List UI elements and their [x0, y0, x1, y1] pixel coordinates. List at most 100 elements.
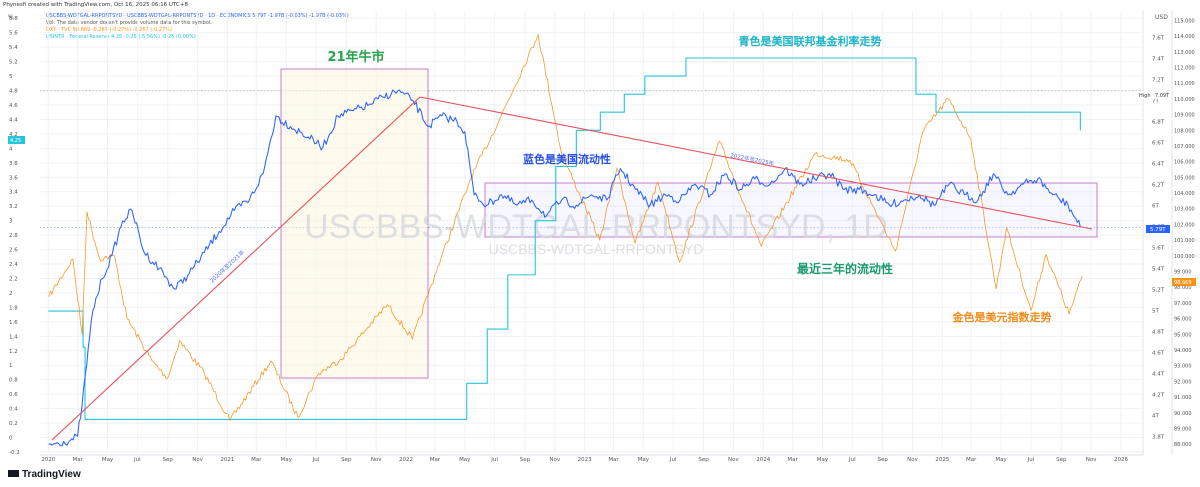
tradingview-logo-icon: [8, 470, 19, 477]
left-tick-label: 5.2: [9, 60, 18, 66]
liquidity-tick-label: 4T: [1152, 413, 1159, 419]
dxy-tick-label: 108.000: [1174, 128, 1195, 134]
x-tick-label: May: [459, 457, 471, 463]
x-tick-label: Jul: [1027, 457, 1035, 463]
x-tick-label: Sep: [341, 457, 352, 463]
trendline-down: [419, 96, 1093, 230]
legend-fed-rate[interactable]: USINTR · Federal Reserve 4.25 -0.25 (-5.…: [46, 34, 196, 40]
x-tick-label: 2021: [220, 457, 234, 463]
trendline-up: [51, 96, 421, 441]
left-tick-label: 2.2: [9, 276, 18, 282]
x-tick-label: Jul: [848, 457, 856, 463]
left-tick-label: 3.6: [9, 175, 18, 181]
high-tag-label: High: [1139, 93, 1151, 99]
rate-last-box: [8, 136, 25, 144]
x-axis-ticks: 2020 Mar May Jul Sep Nov 2021 Mar May Jul Sep Nov 20…: [41, 457, 1128, 463]
left-tick-label: 1.2: [9, 349, 18, 355]
dxy-tick-label: 89.000: [1174, 426, 1192, 432]
dxy-label: 金色是美元指数走势: [952, 310, 1052, 324]
fed-rate-label: 青色是美国联邦基金利率走势: [739, 34, 882, 48]
liquidity-tick-label: 7.6T: [1152, 35, 1165, 41]
watermark-sub: USCBBS-WDTGAL-RRPONTSYD: [489, 241, 704, 257]
left-tick-label: 4.2: [9, 132, 18, 138]
dxy-tick-label: 99.000: [1174, 270, 1192, 276]
liquidity-tick-label: 6.4T: [1152, 161, 1165, 167]
left-tick-label: 0.8: [9, 378, 18, 384]
liquidity-tick-label: 4.6T: [1152, 350, 1165, 356]
left-tick-label: 3.8: [9, 161, 18, 167]
legend-dxy[interactable]: DXY · TVC 98.669 -0.267 (-0.27%) -0.267 …: [46, 27, 172, 33]
left-tick-label: 1.6: [9, 320, 18, 326]
left-tick-label: 5: [9, 74, 13, 80]
liquidity-tick-label: 6.2T: [1152, 182, 1165, 188]
grid-lines: [40, 11, 1143, 453]
dxy-tick-label: 91.000: [1174, 395, 1192, 401]
x-tick-label: May: [638, 457, 650, 463]
dxy-tick-label: 101.000: [1174, 238, 1195, 244]
left-tick-label: 4: [9, 146, 13, 152]
x-tick-label: May: [280, 457, 292, 463]
series-layer: [48, 34, 1083, 447]
dxy-tick-label: 96.000: [1174, 317, 1192, 323]
dxy-tick-label: 100.000: [1174, 254, 1195, 260]
dxy-tick-label: 114.000: [1174, 34, 1195, 40]
left-tick-label: 1: [9, 363, 13, 369]
liquidity-tick-label: 5T: [1152, 308, 1159, 314]
left-unit: %: [8, 14, 14, 21]
liquidity-tick-label: 5.6T: [1152, 245, 1165, 251]
left-tick-label: 2.8: [9, 233, 18, 239]
dxy-tick-label: 110.000: [1174, 97, 1195, 103]
dxy-tick-label: 102.000: [1174, 222, 1195, 228]
left-tick-label: 4.8: [9, 89, 18, 95]
liquidity-tick-label: 7T: [1152, 98, 1159, 104]
dxy-tick-label: 109.000: [1174, 113, 1195, 119]
chart-credit: Phynesfi created with TradingView.com, O…: [3, 2, 188, 8]
liquidity-tick-label: 7.4T: [1152, 56, 1165, 62]
x-tick-label: Mar: [787, 457, 798, 463]
rate-last-value: 4.25: [10, 138, 21, 144]
dxy-tick-label: 106.000: [1174, 160, 1195, 166]
x-tick-label: 2022: [399, 457, 413, 463]
series-line-fed-rate: [48, 57, 1081, 421]
x-tick-label: 2020: [41, 457, 55, 463]
x-tick-label: Mar: [608, 457, 619, 463]
left-tick-label: 1.4: [9, 334, 18, 340]
dxy-tick-label: 112.000: [1174, 65, 1195, 71]
dxy-last-value: 98.669: [1174, 280, 1192, 286]
x-tick-label: Jul: [490, 457, 498, 463]
left-tick-label: 2.4: [9, 262, 18, 268]
left-tick-label: 5.4: [9, 45, 18, 51]
liquidity-tick-label: 6T: [1152, 203, 1159, 209]
x-tick-label: Jul: [133, 457, 141, 463]
x-tick-label: Mar: [251, 457, 262, 463]
watermark: USCBBS-WDTGAL-RRPONTSYD, 1D: [304, 208, 888, 246]
dxy-tick-label: 93.000: [1174, 364, 1192, 370]
left-tick-label: 2: [9, 291, 13, 297]
left-tick-label: 3: [9, 219, 13, 225]
recent-liquidity-label: 最近三年的流动性: [797, 261, 893, 276]
left-axis-ticks: 5.8 5.6 5.4 5.2 5 4.8 4.6 4.4 4.2 4 3.8 3.6 3.4 3.2 3 2…: [9, 16, 20, 456]
x-tick-label: Sep: [163, 457, 174, 463]
trend-down-label: 2022年至2025年: [730, 151, 776, 167]
high-tag-value: 7.09T: [1155, 93, 1170, 99]
x-tick-label: 2026: [1114, 457, 1128, 463]
left-tick-label: 0.4: [9, 407, 18, 413]
liquidity-tick-label: 4.8T: [1152, 329, 1165, 335]
left-tick-label: 5.8: [9, 16, 18, 22]
dxy-tick-label: 111.000: [1174, 81, 1195, 87]
dxy-tick-label: 104.000: [1174, 191, 1195, 197]
liquidity-tick-label: 5.2T: [1152, 287, 1165, 293]
dxy-tick-label: 97.000: [1174, 301, 1192, 307]
series-line-dxy: [48, 34, 1083, 421]
x-tick-label: May: [995, 457, 1007, 463]
high-tag-box: [1137, 91, 1171, 99]
dxy-tick-label: 105.000: [1174, 175, 1195, 181]
x-tick-label: May: [102, 457, 114, 463]
liquidity-tick-label: 4.4T: [1152, 371, 1165, 377]
x-tick-label: Nov: [371, 457, 382, 463]
dxy-tick-label: 88.000: [1174, 442, 1192, 448]
tradingview-logo[interactable]: TradingView: [8, 469, 81, 480]
left-tick-label: -0.2: [9, 450, 20, 456]
liquidity-tick-label: 5.4T: [1152, 266, 1165, 272]
